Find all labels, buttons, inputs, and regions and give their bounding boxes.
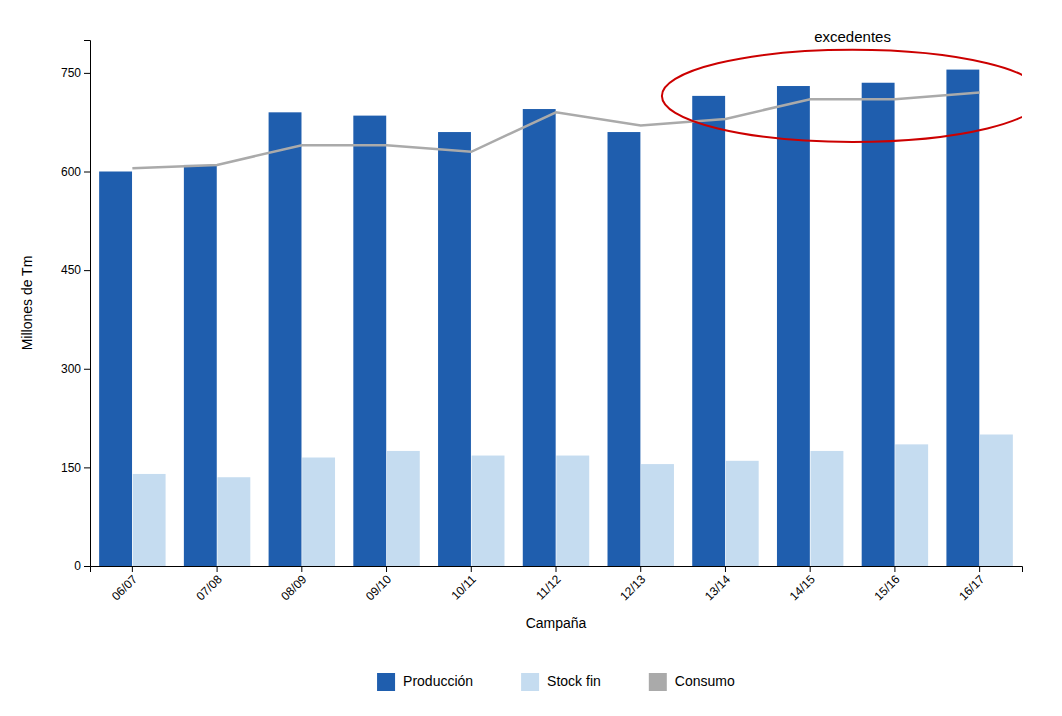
legend-label: Stock fin xyxy=(547,673,601,689)
bar xyxy=(811,451,844,566)
x-axis-line xyxy=(91,567,1023,573)
x-tick: 16/17 xyxy=(956,566,987,603)
bar xyxy=(980,435,1013,567)
legend-item: Producción xyxy=(377,673,473,691)
bar xyxy=(862,83,895,566)
x-tick: 07/08 xyxy=(194,566,225,603)
bar xyxy=(269,112,302,566)
y-tick: 750 xyxy=(61,66,90,80)
x-tick: 08/09 xyxy=(278,566,309,603)
y-tick: 600 xyxy=(61,165,90,179)
y-tick-mark xyxy=(84,73,90,74)
x-tick-mark xyxy=(132,566,133,572)
x-tick-label: 14/15 xyxy=(787,572,818,603)
legend-swatch xyxy=(377,673,395,691)
x-tick-label: 06/07 xyxy=(109,572,140,603)
bar xyxy=(387,451,420,566)
x-tick-mark xyxy=(301,566,302,572)
x-tick-label: 10/11 xyxy=(448,572,479,603)
legend-label: Consumo xyxy=(675,673,735,689)
x-tick-mark xyxy=(894,566,895,572)
x-tick: 13/14 xyxy=(702,566,733,603)
annotation-ellipse xyxy=(662,50,1022,142)
legend-item: Consumo xyxy=(649,673,735,691)
x-tick-label: 09/10 xyxy=(363,572,394,603)
bar xyxy=(217,477,250,566)
bar xyxy=(946,70,979,566)
x-tick-label: 11/12 xyxy=(533,572,564,603)
y-tick-mark xyxy=(84,566,90,567)
x-tick-mark xyxy=(386,566,387,572)
bar-series xyxy=(133,435,1013,567)
y-tick-label: 450 xyxy=(61,263,81,277)
bar xyxy=(184,165,217,566)
y-tick: 300 xyxy=(61,362,90,376)
y-axis: 0 150 300 450 600 750 xyxy=(61,41,91,574)
x-tick-label: 13/14 xyxy=(702,572,733,603)
x-tick: 15/16 xyxy=(871,566,902,603)
y-tick: 150 xyxy=(61,461,90,475)
bar xyxy=(523,109,556,566)
x-tick-label: 16/17 xyxy=(956,572,987,603)
x-tick: 11/12 xyxy=(533,566,564,603)
x-axis: 06/07 07/08 08/09 09/10 10/11 11/12 12/13 13/14… xyxy=(91,566,1023,603)
bar xyxy=(895,444,928,566)
x-tick-mark xyxy=(471,566,472,572)
x-tick-mark xyxy=(725,566,726,572)
bar xyxy=(777,86,810,566)
legend-item: Stock fin xyxy=(521,673,601,691)
annotation: excedentes xyxy=(814,28,891,45)
y-tick-label: 150 xyxy=(61,461,81,475)
chart: 0 150 300 450 600 750 06/07 07/08 08/09 09/10 10/1… xyxy=(0,0,1062,716)
x-tick-label: 15/16 xyxy=(871,572,902,603)
bar xyxy=(302,458,335,566)
plot: 0 150 300 450 600 750 06/07 07/08 08/09 09/10 10/1… xyxy=(19,28,1043,631)
x-axis-title: Campaña xyxy=(526,615,587,631)
marks xyxy=(99,50,1022,566)
x-tick: 09/10 xyxy=(363,566,394,603)
y-tick-mark xyxy=(84,172,90,173)
bar xyxy=(608,132,641,566)
legend-label: Producción xyxy=(403,673,473,689)
legend-swatch xyxy=(649,673,667,691)
y-tick-mark xyxy=(84,369,90,370)
y-tick-mark xyxy=(84,270,90,271)
line xyxy=(132,93,979,169)
y-tick-label: 600 xyxy=(61,165,81,179)
x-tick-label: 08/09 xyxy=(278,572,309,603)
x-tick: 12/13 xyxy=(617,566,648,603)
bar xyxy=(353,116,386,566)
bar xyxy=(692,96,725,566)
legend-swatch xyxy=(521,673,539,691)
y-tick: 450 xyxy=(61,263,90,277)
y-axis-line xyxy=(84,41,91,567)
x-tick-mark xyxy=(640,566,641,572)
y-tick-label: 300 xyxy=(61,362,81,376)
y-tick-mark xyxy=(84,467,90,468)
x-tick-mark xyxy=(810,566,811,572)
y-tick: 0 xyxy=(74,559,90,573)
bar-series xyxy=(99,70,979,566)
bar xyxy=(472,456,505,566)
x-tick-label: 07/08 xyxy=(194,572,225,603)
y-tick-label: 0 xyxy=(74,559,81,573)
x-tick-mark xyxy=(556,566,557,572)
bar xyxy=(99,172,132,567)
bar xyxy=(556,456,589,566)
y-tick-label: 750 xyxy=(61,66,81,80)
x-tick: 06/07 xyxy=(109,566,140,603)
bar xyxy=(133,474,166,566)
x-tick-label: 12/13 xyxy=(617,572,648,603)
x-tick-mark xyxy=(217,566,218,572)
legend: Producción Stock fin Consumo xyxy=(377,673,735,691)
y-axis-title: Millones de Tm xyxy=(19,256,35,351)
x-tick-mark xyxy=(979,566,980,572)
x-tick: 10/11 xyxy=(448,566,479,603)
bar xyxy=(726,461,759,566)
bar xyxy=(438,132,471,566)
x-tick: 14/15 xyxy=(787,566,818,603)
bar xyxy=(641,464,674,566)
